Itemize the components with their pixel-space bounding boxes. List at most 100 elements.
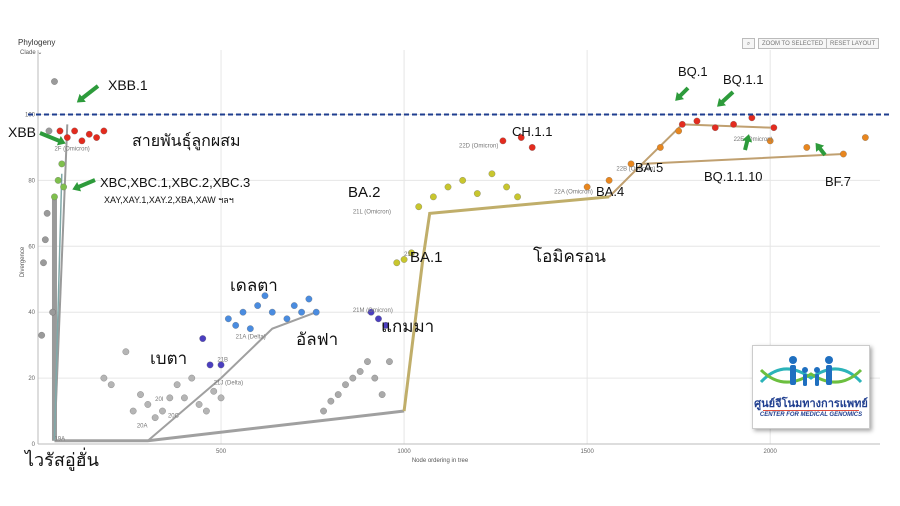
tree-node-point[interactable] [100,127,108,135]
tree-node-point[interactable] [283,315,291,323]
tree-node-point[interactable] [38,331,46,339]
tree-node-point[interactable] [100,374,108,382]
tree-node-point[interactable] [356,368,364,375]
tree-node-point[interactable] [488,170,496,178]
tree-node-point[interactable] [693,117,701,125]
tree-node-point[interactable] [85,130,93,138]
tree-node-point[interactable] [173,381,181,389]
cmg-logo: ศูนย์จีโนมทางการแพทย์ CENTER FOR MEDICAL… [752,345,870,429]
tree-node-point[interactable] [400,256,408,263]
tree-node-point[interactable] [803,144,811,151]
tree-node-point[interactable] [514,193,521,201]
label-omicron: โอมิครอน [533,246,606,266]
tree-node-point[interactable] [711,124,719,132]
tree-node-point[interactable] [129,407,137,415]
tree-node-point[interactable] [378,391,386,398]
tree-node-point[interactable] [367,308,375,316]
tree-node-point[interactable] [40,259,47,267]
tree-node-point[interactable] [415,203,423,211]
tree-node-point[interactable] [60,183,67,191]
tree-node-point[interactable] [627,160,635,168]
tree-node-point[interactable] [312,308,320,316]
tree-node-point[interactable] [206,361,214,369]
tree-node-point[interactable] [188,374,196,382]
tree-node-point[interactable] [517,134,525,141]
tree-node-point[interactable] [199,335,207,342]
tree-node-point[interactable] [41,236,49,244]
tree-node-point[interactable] [51,193,58,201]
tree-node-point[interactable] [298,308,305,316]
tree-node-point[interactable] [71,127,78,135]
tree-node-point[interactable] [107,381,115,389]
tree-node-point[interactable] [151,414,159,421]
tree-node-point[interactable] [232,322,240,329]
tree-node-point[interactable] [459,177,467,184]
tree-node-point[interactable] [473,190,481,197]
tree-node-point[interactable] [239,308,247,316]
tree-node-point[interactable] [499,137,507,145]
tree-node-point[interactable] [246,325,254,333]
tree-node-point[interactable] [349,374,357,382]
reset-layout-button[interactable]: RESET LAYOUT [826,38,880,49]
tree-node-point[interactable] [254,302,262,309]
tree-node-point[interactable] [327,397,335,405]
clade-label: 19A [54,437,65,443]
label-ba1: BA.1 [410,249,443,266]
tree-node-point[interactable] [290,302,298,309]
tree-node-point[interactable] [51,78,58,85]
tree-node-point[interactable] [371,374,379,382]
tree-node-point[interactable] [320,407,327,415]
tree-node-point[interactable] [78,137,86,145]
tree-node-point[interactable] [770,124,778,132]
tree-node-point[interactable] [217,394,225,402]
tree-node-point[interactable] [43,209,51,217]
tree-node-point[interactable] [56,127,64,135]
tree-node-point[interactable] [382,322,390,329]
tree-node-point[interactable] [862,134,869,141]
tree-node-point[interactable] [217,361,225,369]
tree-node-point[interactable] [408,249,415,257]
tree-node-point[interactable] [678,121,686,128]
search-icon[interactable]: ⌕ [742,38,755,49]
tree-node-point[interactable] [675,127,683,135]
tree-node-point[interactable] [430,193,437,201]
tree-node-point[interactable] [305,295,313,303]
tree-node-point[interactable] [393,259,401,267]
tree-node-point[interactable] [503,183,510,191]
tree-node-point[interactable] [656,144,664,151]
tree-node-point[interactable] [122,348,130,356]
tree-node-point[interactable] [144,401,152,408]
tree-node-point[interactable] [268,308,276,316]
tree-node-point[interactable] [45,127,53,135]
tree-node-point[interactable] [605,177,613,184]
tree-node-point[interactable] [444,183,452,191]
tree-node-point[interactable] [840,150,847,158]
annotation-arrow [78,84,100,102]
tree-node-point[interactable] [334,391,342,398]
tree-node-point[interactable] [364,358,371,365]
tree-node-point[interactable] [375,315,382,323]
clade-selector[interactable]: Clade ⌄ [20,50,43,56]
tree-node-point[interactable] [54,177,62,184]
tree-node-point[interactable] [730,121,737,128]
tree-node-point[interactable] [386,358,393,365]
tree-node-point[interactable] [261,292,269,300]
tree-node-point[interactable] [93,134,100,141]
tree-node-point[interactable] [748,114,756,122]
tree-node-point[interactable] [210,387,218,395]
tree-node-point[interactable] [203,407,210,415]
label-xbb: XBB [8,124,36,140]
tree-node-point[interactable] [342,381,349,389]
tree-node-point[interactable] [137,391,144,398]
tree-node-point[interactable] [225,315,232,323]
tree-node-point[interactable] [181,394,188,402]
tree-node-point[interactable] [583,183,591,191]
tree-node-point[interactable] [166,394,174,402]
tree-node-point[interactable] [195,401,203,408]
tree-node-point[interactable] [63,134,71,141]
tree-node-point[interactable] [49,308,56,316]
tree-node-point[interactable] [528,144,536,151]
tree-node-point[interactable] [58,160,66,168]
tree-node-point[interactable] [766,137,774,145]
tree-node-point[interactable] [159,407,166,415]
